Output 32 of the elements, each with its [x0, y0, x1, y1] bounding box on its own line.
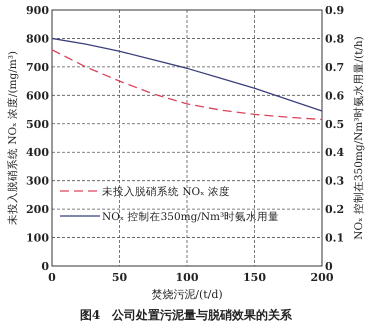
y2-tick-label: 0.1 [325, 232, 344, 245]
y2-tick-label: 0.7 [325, 60, 344, 74]
y2-tick-label: 0 [325, 260, 333, 273]
y-tick-label: 500 [26, 118, 50, 131]
y-tick-label: 900 [26, 4, 50, 17]
y-tick-label: 400 [26, 146, 50, 160]
y2-tick-label: 0.5 [325, 118, 344, 131]
legend-label: NOₓ 控制在350mg/Nm³时氨水用量 [102, 210, 280, 223]
caption: 图4 公司处置污泥量与脱硝效果的关系 [80, 308, 294, 322]
y-tick-label: 800 [26, 32, 50, 46]
x-axis-title: 焚烧污泥/(t/d) [151, 288, 223, 301]
y-axis-title: 未投入脱硝系统 NOₓ 浓度/(mg/m³) [6, 50, 19, 226]
y2-tick-label: 0.6 [325, 89, 344, 102]
y2-tick-label: 0.8 [325, 32, 344, 46]
line-series [51, 38, 323, 112]
y-tick-label: 700 [26, 60, 50, 74]
x-tick-label: 200 [310, 271, 334, 284]
y-tick-label: 600 [26, 89, 50, 102]
x-tick-label: 50 [112, 271, 128, 284]
y2-tick-label: 0.3 [325, 174, 344, 188]
y2-tick-label: 0.2 [325, 203, 344, 216]
y-tick-label: 300 [26, 174, 50, 188]
y2-tick-label: 0.9 [325, 4, 344, 17]
legend-label: 未投入脱硝系统 NOₓ 浓度 [102, 185, 230, 198]
y-tick-label: 0 [41, 260, 50, 273]
y-tick-label: 100 [26, 232, 50, 245]
y2-axis-title: NOₓ 控制在350mg/Nm³时氨水用量/(t/h) [352, 36, 365, 240]
x-tick-label: 100 [176, 271, 199, 284]
x-tick-label: 150 [243, 271, 266, 284]
line-series [51, 49, 323, 120]
y2-tick-label: 0.4 [325, 146, 344, 160]
y-tick-label: 200 [26, 203, 50, 216]
